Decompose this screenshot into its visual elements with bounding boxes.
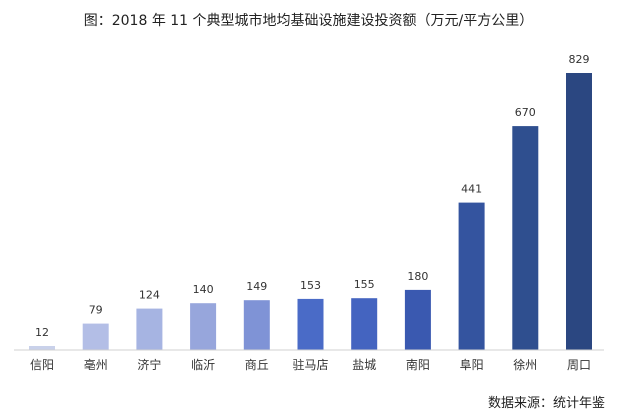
bar-驻马店 [297,298,324,350]
category-label-商丘: 商丘 [245,357,269,372]
category-label-临沂: 临沂 [191,358,215,372]
category-labels-group: 信阳 亳州 济宁 临沂 商丘 驻马店 盐城 南阳 阜阳 徐州 周口 [30,357,591,372]
value-label-驻马店: 153 [300,279,321,292]
value-label-徐州: 670 [515,106,536,119]
bar-徐州 [512,126,539,350]
value-label-亳州: 79 [89,304,103,317]
bar-临沂 [190,303,217,350]
value-label-周口: 829 [569,53,590,66]
category-label-徐州: 徐州 [513,357,537,372]
value-label-信阳: 12 [35,326,49,339]
source-note: 数据来源：统计年鉴 [487,396,605,411]
bar-济宁 [136,308,163,350]
bar-盐城 [351,298,378,350]
category-label-南阳: 南阳 [406,357,430,372]
bar-阜阳 [458,202,485,350]
value-labels-group: 12 79 124 140 149 153 155 180 441 670 829 [35,53,590,339]
value-label-商丘: 149 [246,280,267,293]
category-label-济宁: 济宁 [137,357,161,372]
bar-周口 [566,73,592,350]
value-label-临沂: 140 [193,283,214,296]
bar-信阳 [29,346,55,350]
value-label-南阳: 180 [407,270,428,283]
category-label-信阳: 信阳 [30,358,54,372]
value-label-阜阳: 441 [461,183,482,196]
category-label-驻马店: 驻马店 [292,357,328,372]
bar-亳州 [82,323,109,350]
category-label-周口: 周口 [567,358,591,372]
bars-group [29,73,592,350]
chart-title: 图：2018 年 11 个典型城市地均基础设施建设投资额（万元/平方公里） [83,13,534,29]
bar-商丘 [243,300,270,350]
value-label-济宁: 124 [139,289,160,302]
bar-南阳 [404,289,431,350]
category-label-盐城: 盐城 [352,358,376,372]
category-label-阜阳: 阜阳 [460,358,484,372]
category-label-亳州: 亳州 [84,357,108,372]
value-label-盐城: 155 [354,278,375,291]
